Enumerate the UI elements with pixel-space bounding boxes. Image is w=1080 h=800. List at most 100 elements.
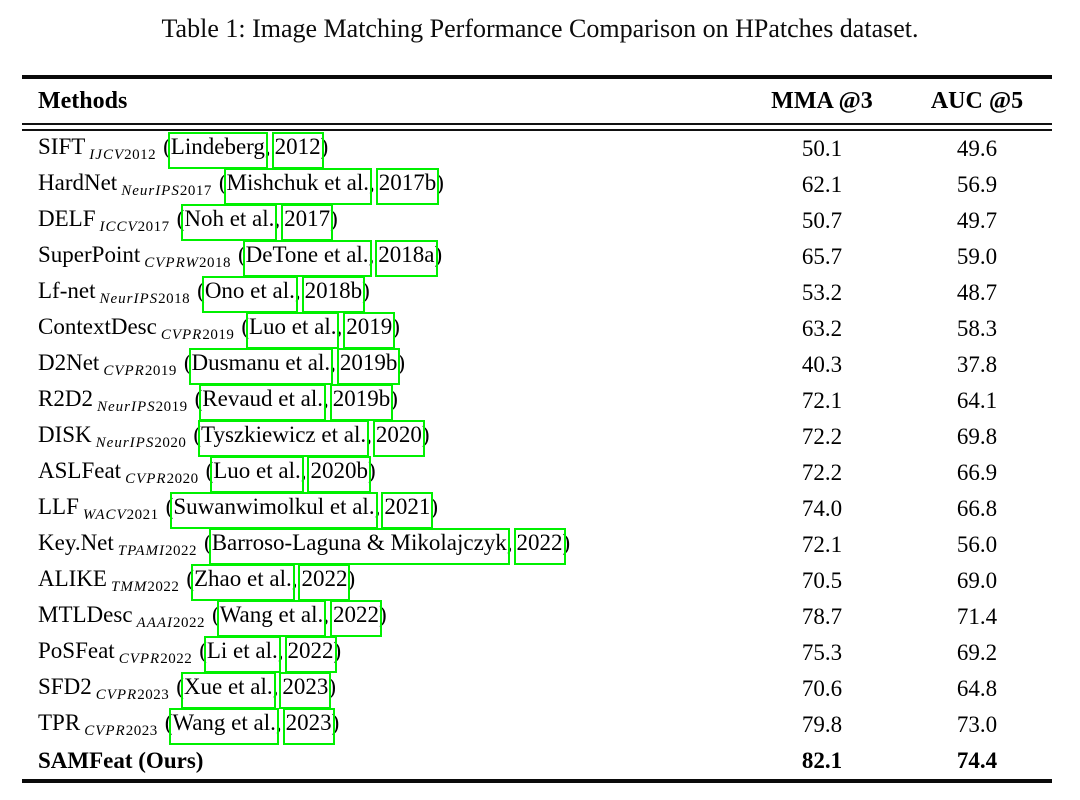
auc-value: 64.8 [956, 676, 998, 701]
close-paren: ) [328, 674, 337, 699]
author-link[interactable]: Mishchuk et al. [223, 168, 373, 205]
method-cell: PoSFeat CVPR2022 (Li et al., 2022) [22, 636, 742, 673]
author-link[interactable]: Revaud et al. [199, 384, 326, 421]
author-link[interactable]: Wang et al. [169, 708, 279, 745]
year-link[interactable]: 2019b [336, 348, 400, 385]
year-link[interactable]: 2020 [372, 420, 425, 457]
author-link[interactable]: Suwanwimolkul et al. [170, 492, 378, 529]
method-cell: SAMFeat (Ours) [22, 748, 742, 774]
auc-value: 66.8 [956, 496, 998, 521]
year-link[interactable]: 2022 [298, 564, 351, 601]
venue-subscript: CVPRW2018 [144, 255, 231, 271]
citation-comma: , [368, 170, 375, 195]
author-link[interactable]: Tyszkiewicz et al. [198, 420, 370, 457]
method-cell: ContextDesc CVPR2019 (Luo et al., 2019) [22, 312, 742, 349]
table-row: SFD2 CVPR2023 (Xue et al., 2023) 70.6 64.8 [22, 671, 1052, 709]
author-link[interactable]: Luo et al. [246, 312, 339, 349]
year-link[interactable]: 2021 [381, 492, 434, 529]
method-name: SuperPoint [38, 242, 141, 267]
author-link[interactable]: Xue et al. [180, 672, 276, 709]
year-link[interactable]: 2017 [281, 204, 334, 241]
auc-value: 73.0 [956, 712, 998, 737]
header-double-rule [22, 123, 1052, 131]
venue-name: IJCV [89, 147, 125, 163]
year-link[interactable]: 2012 [271, 132, 324, 169]
year-link[interactable]: 2018a [375, 240, 438, 277]
table-row: Lf-net NeurIPS2018 (Ono et al., 2018b) 53.2… [22, 275, 1052, 313]
venue-year: 2023 [137, 687, 170, 703]
author-link[interactable]: Luo et al. [210, 456, 304, 493]
method-name: MTLDesc [38, 602, 133, 627]
table-row: TPR CVPR2023 (Wang et al., 2023) 79.8 73.0 [22, 707, 1052, 745]
open-paren: ( [186, 566, 194, 591]
mma-value: 74.0 [801, 496, 843, 521]
year-link[interactable]: 2022 [513, 528, 566, 565]
author-link[interactable]: Dusmanu et al. [188, 348, 333, 385]
mma-value: 79.8 [801, 712, 843, 737]
year-link[interactable]: 2023 [279, 672, 332, 709]
venue-name: NeurIPS [96, 399, 156, 415]
method-cell: SuperPoint CVPRW2018 (DeTone et al., 2018a) [22, 240, 742, 277]
venue-subscript: TMM2022 [111, 579, 179, 595]
author-link[interactable]: Li et al. [203, 636, 281, 673]
citation-comma: , [323, 386, 329, 411]
author-link[interactable]: Noh et al. [181, 204, 278, 241]
mma-value: 40.3 [801, 352, 843, 377]
method-name: R2D2 [38, 386, 93, 411]
venue-year: 2019 [155, 399, 188, 415]
open-paren: ( [199, 638, 207, 663]
author-link[interactable]: DeTone et al. [242, 240, 372, 277]
venue-subscript: NeurIPS2020 [96, 435, 187, 451]
close-paren: ) [434, 242, 443, 267]
citation: (Mishchuk et al., 2017b) [219, 168, 444, 205]
table-row: ContextDesc CVPR2019 (Luo et al., 2019) 63.… [22, 311, 1052, 349]
author-link[interactable]: Wang et al. [216, 600, 326, 637]
year-link[interactable]: 2022 [284, 636, 337, 673]
year-link[interactable]: 2019b [329, 384, 393, 421]
method-name: ALIKE [38, 566, 107, 591]
citation: (Luo et al., 2020b) [206, 456, 376, 493]
venue-year: 2023 [125, 723, 158, 739]
venue-year: 2017 [179, 183, 212, 199]
venue-name: CVPR [118, 651, 161, 667]
author-link[interactable]: Barroso-Laguna & Mikolajczyk [208, 528, 510, 565]
method-name: D2Net [38, 350, 100, 375]
venue-year: 2022 [147, 579, 180, 595]
citation-comma: , [366, 422, 372, 447]
year-link[interactable]: 2019 [343, 312, 396, 349]
method-name: Lf-net [38, 278, 96, 303]
year-link[interactable]: 2022 [329, 600, 382, 637]
method-name: HardNet [38, 170, 118, 195]
close-paren: ) [331, 710, 340, 735]
mma-value: 62.1 [801, 172, 843, 197]
citation: (Suwanwimolkul et al., 2021) [166, 492, 438, 529]
method-cell: LLF WACV2021 (Suwanwimolkul et al., 2021) [22, 492, 742, 529]
open-paren: ( [212, 602, 220, 627]
table-row: MTLDesc AAAI2022 (Wang et al., 2022) 78.7 7… [22, 599, 1052, 637]
year-link[interactable]: 2023 [282, 708, 335, 745]
open-paren: ( [237, 242, 246, 267]
mma-value: 50.1 [801, 136, 843, 161]
table-row: SuperPoint CVPRW2018 (DeTone et al., 2018a)… [22, 239, 1052, 277]
author-link[interactable]: Ono et al. [201, 276, 298, 313]
auc-value: 37.8 [956, 352, 998, 377]
mma-value: 72.1 [801, 388, 843, 413]
venue-name: CVPR [95, 687, 138, 703]
year-link[interactable]: 2020b [307, 456, 371, 493]
citation: (Luo et al., 2019) [241, 312, 400, 349]
citation-comma: , [264, 134, 271, 159]
author-link[interactable]: Lindeberg [167, 132, 269, 169]
year-link[interactable]: 2018b [301, 276, 365, 313]
method-cell: SIFT IJCV2012 (Lindeberg, 2012) [22, 132, 742, 169]
author-link[interactable]: Zhao et al. [191, 564, 295, 601]
venue-year: 2022 [165, 543, 198, 559]
year-link[interactable]: 2017b [375, 168, 439, 205]
venue-subscript: CVPR2023 [96, 687, 170, 703]
venue-year: 2020 [154, 435, 187, 451]
close-paren: ) [320, 134, 329, 159]
citation-comma: , [274, 206, 281, 231]
citation-comma: , [300, 458, 307, 483]
table-row: D2Net CVPR2019 (Dusmanu et al., 2019b) 40.3… [22, 347, 1052, 385]
mma-value: 70.5 [801, 568, 843, 593]
mma-value: 78.7 [801, 604, 843, 629]
